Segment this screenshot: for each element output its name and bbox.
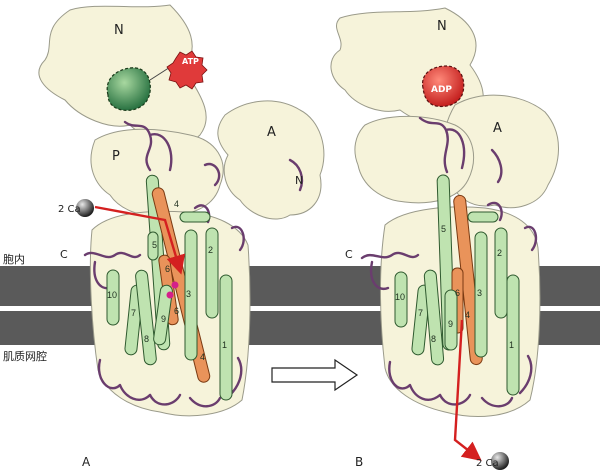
helix-label-1-b: 1	[509, 340, 514, 350]
atp-badge	[149, 50, 208, 90]
label-calcium-left: 2 Ca	[58, 204, 81, 215]
helix-8-b	[423, 269, 445, 366]
helix-10-b	[394, 271, 408, 328]
ca-site-1-a	[171, 281, 179, 289]
helix-label-8-a: 8	[144, 334, 149, 344]
helix-label-6-b: 6	[455, 288, 460, 298]
p-domain-a	[90, 128, 224, 217]
panel-a-protein	[38, 4, 325, 417]
helix-label-8-b: 8	[431, 334, 436, 344]
helix-label-5-a: 5	[152, 240, 157, 250]
transition-arrow	[271, 358, 359, 392]
label-cytosol: 胞内	[3, 252, 25, 266]
helix-2-a	[205, 227, 219, 319]
helix-2-b	[494, 227, 508, 319]
label-lumen: 肌质网腔	[3, 349, 47, 363]
helix-label-2-a: 2	[208, 245, 213, 255]
helix-8-a	[135, 269, 157, 366]
helix-label-7-a: 7	[131, 308, 136, 318]
helix-label-3-b: 3	[477, 288, 482, 298]
label-a-domain-a: A	[267, 125, 276, 140]
ca-ion-left	[76, 199, 94, 217]
label-panel-a: A	[82, 455, 91, 469]
nucleotide-pocket-a	[106, 67, 151, 111]
label-n-domain-b: N	[437, 19, 447, 34]
helix-label-3-a: 3	[186, 289, 191, 299]
ca-ion-right	[491, 452, 509, 470]
helix-label-4-b: 4	[465, 310, 470, 320]
ca-site-2-a	[166, 291, 174, 299]
helix-top-b	[467, 211, 499, 223]
helix-label-1-a: 1	[222, 340, 227, 350]
helix-label-2-b: 2	[497, 248, 502, 258]
label-n-terminus: N	[295, 174, 303, 187]
p-domain-b	[354, 115, 475, 204]
label-c-terminus-b: C	[345, 248, 353, 261]
a-domain-a	[217, 100, 325, 220]
label-n-domain-a: N	[114, 23, 124, 38]
label-adp: ADP	[431, 85, 452, 95]
helix-label-6b-a: 6	[174, 306, 179, 316]
helix-9-b	[444, 289, 458, 351]
helix-small-a	[147, 231, 159, 261]
label-panel-b: B	[355, 455, 363, 469]
helix-label-10-b: 10	[395, 292, 405, 302]
helix-label-6-a: 6	[165, 264, 170, 274]
helix-3-a	[184, 229, 198, 361]
helix-9-a	[153, 284, 173, 346]
helices-b	[394, 174, 520, 396]
label-a-domain-b: A	[493, 121, 502, 136]
helix-label-9-a: 9	[161, 314, 166, 324]
nucleotide-pocket-b	[421, 65, 465, 108]
label-calcium-right: 2 Ca	[476, 458, 499, 469]
helix-1-b	[506, 274, 520, 396]
panel-b-protein	[330, 7, 559, 470]
helices-a	[106, 174, 233, 401]
label-p-domain-a: P	[112, 149, 120, 164]
helix-label-4-top-a: 4	[174, 199, 179, 209]
label-c-terminus-a: C	[60, 248, 68, 261]
ca-arrow-in	[94, 205, 186, 275]
helix-10-a	[106, 269, 120, 326]
helix-label-5-b: 5	[441, 224, 446, 234]
helix-3-b	[474, 231, 488, 358]
label-atp: ATP	[182, 57, 199, 66]
helix-label-7-b: 7	[418, 308, 423, 318]
helix-label-9-b: 9	[448, 319, 453, 329]
helix-label-10-a: 10	[107, 290, 117, 300]
helix-top-a	[179, 211, 211, 223]
loops-b	[360, 116, 538, 408]
helix-1-a	[219, 274, 233, 401]
helix-label-4-bottom-a: 4	[200, 352, 205, 362]
ca-arrow-out	[453, 319, 482, 461]
